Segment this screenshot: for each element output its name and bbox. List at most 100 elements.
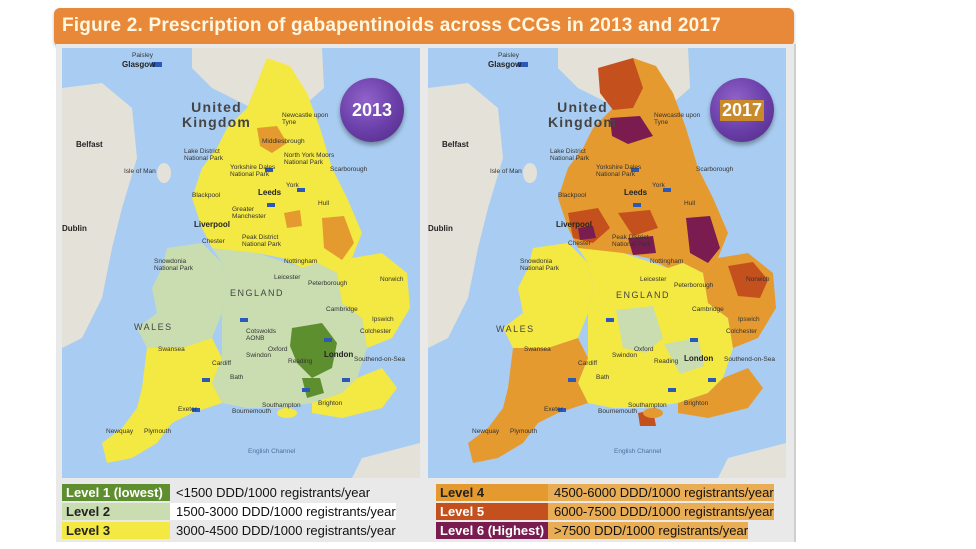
south-east-region [678,368,763,418]
norfolk-patch [728,262,768,298]
motorway-markers [518,62,716,412]
durham-patch [257,126,287,153]
place-label: Cotswolds AONB [246,328,276,342]
place-label: Ipswich [738,316,760,323]
place-label: Paisley [498,52,519,59]
place-label: Reading [288,358,313,365]
lincolnshire-patch [686,216,720,263]
legend-item-level-4: Level 4 4500-6000 DDD/1000 registrants/y… [436,484,774,501]
place-label: Swansea [524,346,551,353]
place-label: Cambridge [326,306,358,313]
legend-item-level-5: Level 5 6000-7500 DDD/1000 registrants/y… [436,503,774,520]
region-label-wales: WALES [134,322,173,332]
region-label-england: ENGLAND [230,288,285,298]
map-2013: United Kingdom ENGLAND WALES Paisley Gla… [62,48,420,478]
legend-range: 3000-4500 DDD/1000 registrants/year [176,523,396,538]
place-label: Reading [654,358,679,365]
place-label: Dublin [428,224,453,233]
place-label: Peak District National Park [612,234,652,248]
place-label: Swindon [246,352,271,359]
north-england-region [192,58,362,273]
place-label: Hull [684,200,696,207]
place-label: Liverpool [194,220,231,229]
place-label: Exeter [178,406,197,413]
place-label: Dublin [62,224,87,233]
sea-label: English Channel [248,448,296,455]
france-landmass [718,443,786,478]
legend-item-level-2: Level 2 1500-3000 DDD/1000 registrants/y… [62,503,396,520]
country-label: United Kingdom [548,99,618,130]
merseyside-patch [578,226,596,240]
place-label: Plymouth [510,428,538,435]
place-label: Yorkshire Dales National Park [596,164,642,178]
cotswolds-patch [616,306,663,353]
place-label: Blackpool [558,192,587,199]
place-label: Peterborough [308,280,348,287]
place-label: Scarborough [696,166,734,173]
place-label: Nottingham [284,258,318,265]
place-label: Leeds [624,188,648,197]
place-label: Chester [202,238,225,245]
place-label: London [684,354,714,363]
place-label: Newcastle upon Tyne [654,112,701,126]
place-label: Isle of Man [490,168,522,175]
place-label: Greater Manchester [232,206,266,220]
place-label: Lake District National Park [184,148,224,162]
place-label: Newquay [472,428,500,435]
place-label: Cardiff [212,360,232,367]
place-label: Paisley [132,52,153,59]
place-label: York [652,182,665,189]
place-label: Isle of Man [124,168,156,175]
place-label: Plymouth [144,428,172,435]
region-label-england: ENGLAND [616,290,671,300]
legend-range: 1500-3000 DDD/1000 registrants/year [170,503,396,520]
east-anglia-region [337,253,410,348]
isle-of-man-landmass [523,163,537,183]
place-label: Bournemouth [598,408,638,415]
place-label: Chester [568,240,591,247]
legend-item-level-6: Level 6 (Highest) >7500 DDD/1000 registr… [436,522,749,539]
place-label: Snowdonia National Park [154,258,194,272]
place-label: Leicester [640,276,667,283]
place-label: Colchester [726,328,758,335]
place-label: Bournemouth [232,408,272,415]
place-label: Yorkshire Dales National Park [230,164,276,178]
legend-swatch: Level 2 [62,503,170,520]
legend-swatch: Level 1 (lowest) [62,484,170,501]
place-label: London [324,350,354,359]
wales-region [503,243,593,348]
place-label: Belfast [442,140,469,149]
derbyshire-patch [628,236,656,255]
place-label: Southampton [262,402,301,409]
place-label: Peterborough [674,282,714,289]
place-label: Cambridge [692,306,724,313]
london-west-patch [664,338,704,374]
legend-range: 4500-6000 DDD/1000 registrants/year [548,484,774,501]
place-label: Glasgow [488,60,522,69]
south-west-region [102,338,222,463]
place-label: Oxford [634,346,654,353]
ireland-landmass [62,83,137,348]
map-2017: United Kingdom ENGLAND WALES Paisley Gla… [428,48,786,478]
place-label: Norwich [380,276,404,283]
ireland-landmass [428,83,503,348]
place-label: Norwich [746,276,770,283]
year-badge-2017: 2017 [710,78,774,142]
map-2013-graphic [62,48,420,478]
legend: Level 1 (lowest) <1500 DDD/1000 registra… [62,482,796,542]
motorway-markers [152,62,350,412]
legend-swatch: Level 4 [436,484,548,501]
northumberland-patch [598,58,643,110]
place-label: Newquay [106,428,134,435]
region-label-wales: WALES [496,324,535,334]
france-landmass [352,443,420,478]
west-yorkshire-patch [618,210,658,236]
legend-swatch: Level 3 [62,522,170,539]
figure-title-bar: Figure 2. Prescription of gabapentinoids… [54,8,794,46]
place-label: York [286,182,299,189]
place-label: Exeter [544,406,563,413]
place-label: Glasgow [122,60,156,69]
place-label: Snowdonia National Park [520,258,560,272]
place-label: Southend-on-Sea [724,356,775,363]
